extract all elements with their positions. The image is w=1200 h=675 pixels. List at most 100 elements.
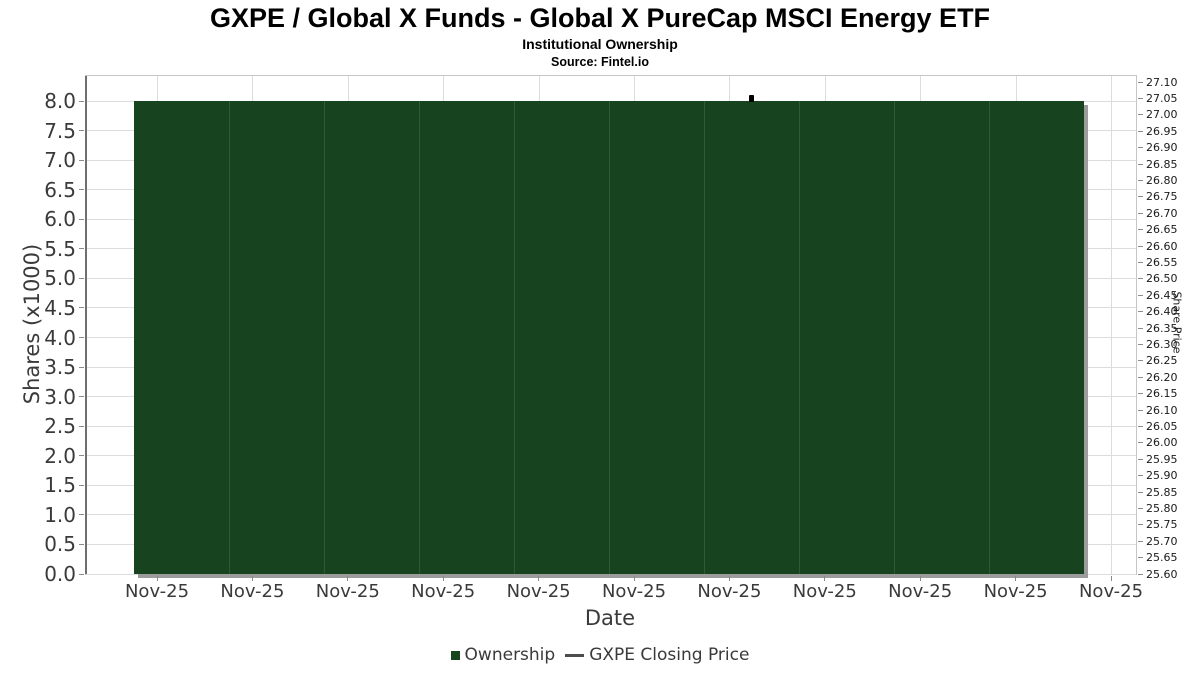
x-tick-label: Nov-25 xyxy=(315,581,380,602)
left-tick-label: 7.0 xyxy=(44,148,76,173)
right-tick-mark xyxy=(1138,540,1143,542)
legend-label-ownership: Ownership xyxy=(464,645,556,665)
closing-price-line-icon xyxy=(565,653,585,657)
right-tick-mark xyxy=(1138,163,1143,165)
ownership-bar xyxy=(229,101,324,574)
left-tick-mark xyxy=(79,218,84,220)
right-tick-mark xyxy=(1138,376,1143,378)
x-tick-mark xyxy=(824,576,826,581)
right-tick-mark xyxy=(1138,294,1143,296)
right-tick-mark xyxy=(1138,114,1143,116)
right-tick-mark xyxy=(1138,442,1143,444)
right-tick-label: 26.45 xyxy=(1146,288,1178,302)
left-tick-mark xyxy=(79,484,84,486)
right-tick-mark xyxy=(1138,425,1143,427)
chart-subtitle: Institutional Ownership xyxy=(522,36,678,52)
x-tick-mark xyxy=(633,576,635,581)
x-tick-label: Nov-25 xyxy=(124,581,190,602)
legend-label-closing-price: GXPE Closing Price xyxy=(589,645,750,665)
x-tick-label: Nov-25 xyxy=(601,581,667,602)
left-tick-mark xyxy=(79,396,84,398)
right-tick-mark xyxy=(1138,196,1143,198)
x-tick-mark xyxy=(156,576,158,581)
left-tick-mark xyxy=(79,277,84,279)
ownership-bar xyxy=(704,101,799,574)
ownership-bar xyxy=(799,101,894,574)
right-tick-mark xyxy=(1138,147,1143,149)
right-tick-label: 26.60 xyxy=(1146,239,1178,253)
left-tick-label: 0.5 xyxy=(44,532,76,557)
right-tick-label: 26.10 xyxy=(1146,403,1178,417)
ownership-bar xyxy=(894,101,989,574)
left-tick-label: 2.5 xyxy=(44,414,76,439)
left-axis-spine xyxy=(85,76,87,574)
right-tick-label: 26.80 xyxy=(1146,173,1178,187)
right-tick-label: 25.95 xyxy=(1146,452,1178,466)
legend-item-ownership: Ownership xyxy=(450,645,556,665)
right-tick-label: 25.75 xyxy=(1146,518,1178,532)
left-tick-label: 5.5 xyxy=(44,236,76,261)
right-tick-mark xyxy=(1138,97,1143,99)
right-tick-label: 27.10 xyxy=(1146,75,1178,89)
right-tick-mark xyxy=(1138,524,1143,526)
left-tick-label: 6.0 xyxy=(44,207,76,232)
left-tick-mark xyxy=(79,248,84,250)
ownership-bar xyxy=(419,101,514,574)
x-tick-label: Nov-25 xyxy=(888,581,953,602)
right-tick-mark xyxy=(1138,360,1143,362)
x-tick-label: Nov-25 xyxy=(220,581,285,602)
right-tick-label: 26.00 xyxy=(1146,436,1178,450)
chart-source: Source: Fintel.io xyxy=(551,55,649,69)
right-tick-label: 26.95 xyxy=(1146,124,1178,138)
right-tick-mark xyxy=(1138,229,1143,231)
right-tick-label: 26.25 xyxy=(1146,354,1178,368)
right-tick-mark xyxy=(1138,278,1143,280)
x-tick-label: Nov-25 xyxy=(697,581,762,602)
left-tick-mark xyxy=(79,543,84,545)
x-tick-mark xyxy=(538,576,540,581)
right-tick-mark xyxy=(1138,393,1143,395)
left-tick-mark xyxy=(79,130,84,132)
x-axis-title: Date xyxy=(584,606,636,630)
ownership-swatch-icon xyxy=(450,650,460,660)
right-tick-mark xyxy=(1138,409,1143,411)
ownership-bar xyxy=(514,101,609,574)
left-tick-label: 1.0 xyxy=(44,502,76,527)
left-tick-label: 7.5 xyxy=(44,118,76,143)
right-tick-label: 25.70 xyxy=(1146,534,1178,548)
ownership-bar xyxy=(989,101,1084,574)
left-tick-label: 3.5 xyxy=(44,355,76,380)
right-tick-label: 26.50 xyxy=(1146,272,1178,286)
left-tick-mark xyxy=(79,514,84,516)
right-tick-label: 27.05 xyxy=(1146,91,1178,105)
left-tick-label: 1.5 xyxy=(44,473,76,498)
left-tick-label: 2.0 xyxy=(44,443,76,468)
legend: Ownership GXPE Closing Price xyxy=(0,645,1200,665)
right-tick-mark xyxy=(1138,491,1143,493)
x-tick-label: Nov-25 xyxy=(506,581,571,602)
right-tick-mark xyxy=(1138,458,1143,460)
right-tick-label: 26.85 xyxy=(1146,157,1178,171)
right-tick-label: 26.65 xyxy=(1146,223,1178,237)
left-tick-mark xyxy=(79,425,84,427)
right-tick-mark xyxy=(1138,475,1143,477)
left-tick-label: 4.5 xyxy=(44,295,76,320)
right-tick-mark xyxy=(1138,179,1143,181)
right-tick-mark xyxy=(1138,212,1143,214)
x-tick-label: Nov-25 xyxy=(792,581,857,602)
right-tick-mark xyxy=(1138,130,1143,132)
right-tick-label: 26.70 xyxy=(1146,206,1178,220)
right-tick-label: 26.30 xyxy=(1146,337,1178,351)
right-tick-label: 25.85 xyxy=(1146,485,1178,499)
right-tick-label: 26.05 xyxy=(1146,419,1178,433)
left-tick-mark xyxy=(79,455,84,457)
x-tick-label: Nov-25 xyxy=(1078,581,1144,602)
right-tick-mark xyxy=(1138,557,1143,559)
right-tick-mark xyxy=(1138,245,1143,247)
right-tick-label: 27.00 xyxy=(1146,108,1178,122)
closing-price-point xyxy=(749,94,754,102)
right-tick-mark xyxy=(1138,343,1143,345)
right-tick-label: 25.90 xyxy=(1146,469,1178,483)
x-tick-mark xyxy=(1110,576,1112,581)
legend-item-closing-price: GXPE Closing Price xyxy=(565,645,749,665)
